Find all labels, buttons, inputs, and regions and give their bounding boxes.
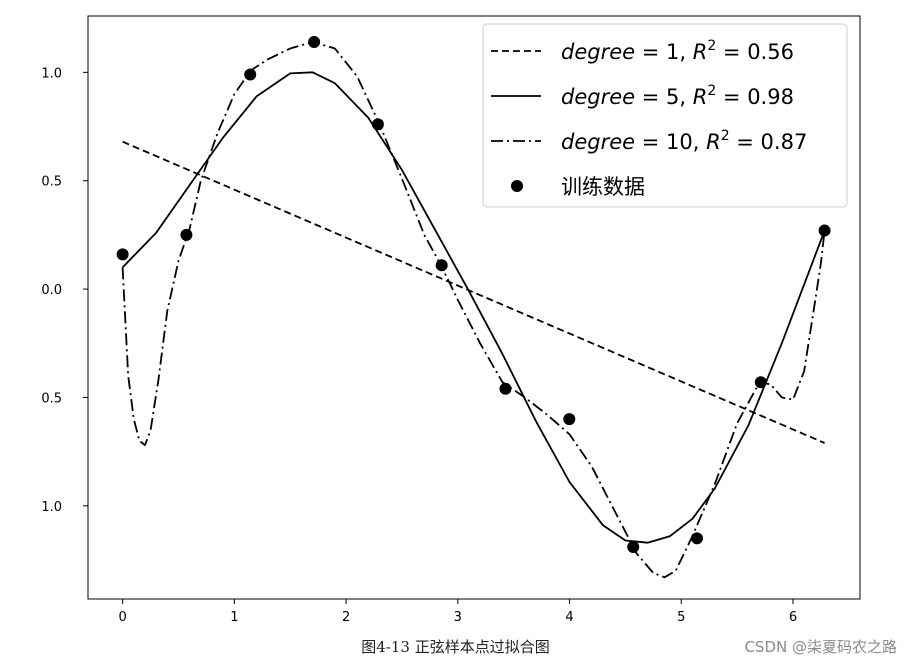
legend-label-0: degree = 1, R2 = 0.56 — [561, 38, 794, 64]
training-point-7 — [563, 413, 576, 426]
x-tick-label-0: 0 — [118, 610, 126, 625]
y-tick-label-3: 0.5 — [41, 391, 62, 406]
x-axis: 0 1 2 3 4 5 6 — [118, 599, 797, 625]
plot-frame — [87, 15, 861, 600]
training-point-9 — [690, 532, 703, 545]
training-point-3 — [308, 36, 321, 49]
legend-label-3: 训练数据 — [561, 175, 645, 199]
y-axis: 1.0 0.5 0.0 0.5 1.0 — [41, 66, 88, 515]
legend-marker-3 — [511, 180, 523, 192]
training-point-0 — [116, 248, 129, 261]
training-point-5 — [435, 259, 448, 272]
training-point-1 — [180, 228, 193, 241]
overfitting-chart: 0 1 2 3 4 5 6 1.0 0.5 0.0 0.5 1.0 degree = 1, R2 =… — [41, 15, 861, 625]
x-tick-label-6: 6 — [789, 610, 797, 625]
training-point-2 — [244, 68, 257, 81]
legend: degree = 1, R2 = 0.56 degree = 5, R2 = 0.… — [482, 23, 848, 208]
training-point-11 — [818, 224, 831, 237]
x-tick-label-4: 4 — [565, 610, 573, 625]
legend-box — [482, 23, 848, 208]
series-line-0 — [122, 140, 825, 444]
training-point-4 — [371, 118, 384, 131]
series-line-1 — [121, 71, 826, 544]
series-line-2 — [121, 41, 826, 579]
x-tick-label-1: 1 — [230, 610, 238, 625]
watermark: CSDN @柒夏码农之路 — [744, 638, 897, 656]
x-tick-label-5: 5 — [677, 610, 685, 625]
y-tick-label-2: 0.0 — [41, 283, 62, 298]
legend-label-1: degree = 5, R2 = 0.98 — [561, 83, 794, 109]
legend-label-2: degree = 10, R2 = 0.87 — [561, 128, 807, 154]
y-tick-label-4: 1.0 — [41, 500, 62, 515]
training-point-10 — [754, 376, 767, 389]
training-point-6 — [499, 382, 512, 395]
plot-area — [116, 36, 831, 579]
y-tick-label-0: 1.0 — [41, 66, 62, 81]
x-tick-label-3: 3 — [454, 610, 462, 625]
y-tick-label-1: 0.5 — [41, 175, 62, 190]
x-tick-label-2: 2 — [342, 610, 350, 625]
figure-caption: 图4-13 正弦样本点过拟合图 — [361, 638, 550, 656]
training-point-8 — [627, 540, 640, 553]
